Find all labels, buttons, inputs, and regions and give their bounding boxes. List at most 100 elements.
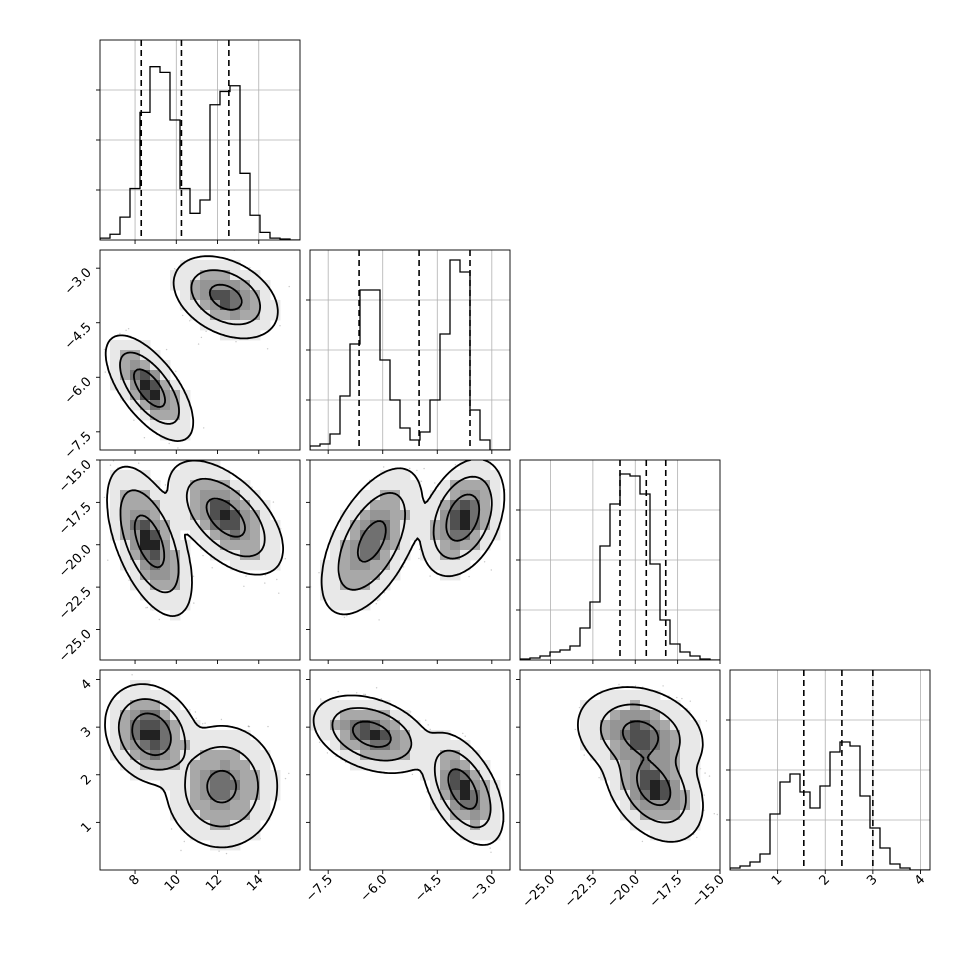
scatter-point [490, 569, 492, 571]
density-cell [360, 590, 371, 601]
density-cell [230, 730, 241, 741]
density-cell [440, 760, 451, 771]
density-cell [440, 510, 451, 521]
density-cell [120, 760, 131, 771]
density-cell [430, 560, 441, 571]
scatter-content [574, 683, 718, 843]
density-cell [140, 570, 151, 581]
density-cell [230, 490, 241, 501]
density-cell [590, 720, 601, 731]
density-cell [230, 520, 241, 531]
contour-line-0 [104, 255, 279, 442]
scatter-point [434, 482, 436, 484]
density-cell [180, 760, 191, 771]
x-tick-label-p2: −17.5 [647, 872, 686, 911]
density-cell [380, 510, 391, 521]
density-cell [240, 330, 251, 341]
scatter-point [689, 700, 691, 702]
density-cell [660, 740, 671, 751]
density-cell [170, 560, 181, 571]
density-cell [460, 770, 471, 781]
density-cell [170, 730, 181, 741]
density-cell [210, 810, 221, 821]
histogram-step [730, 741, 930, 870]
density-cell [460, 480, 471, 491]
density-cell [240, 510, 251, 521]
scatter-point [205, 330, 207, 332]
density-cell [170, 400, 181, 411]
density-cell [620, 760, 631, 771]
y-tick-label-p3: 2 [78, 772, 94, 788]
density-cell [200, 290, 211, 301]
density-cell [470, 750, 481, 761]
density-cell [170, 750, 181, 761]
scatter-point [189, 320, 191, 322]
scatter-point [318, 741, 321, 743]
density-cell [110, 530, 121, 541]
scatter-point [170, 828, 173, 830]
density-cell [450, 740, 461, 751]
density-cell [190, 520, 201, 531]
density-cell [190, 740, 201, 751]
density-cell [390, 750, 401, 761]
density-cell [490, 790, 501, 801]
scatter-point [266, 348, 269, 350]
scatter-panel-1-2 [306, 459, 511, 664]
density-cell [240, 560, 251, 571]
density-cell [260, 290, 271, 301]
density-cell [350, 530, 361, 541]
density-cell [210, 300, 221, 311]
density-cell [160, 760, 171, 771]
density-cell [380, 700, 391, 711]
density-cell [670, 810, 681, 821]
density-cell [190, 820, 201, 831]
density-cell [130, 570, 141, 581]
density-cell [440, 520, 451, 531]
histogram-content [730, 670, 930, 870]
density-cell [640, 720, 651, 731]
density-cell [630, 720, 641, 731]
density-cell [130, 700, 141, 711]
scatter-point [427, 724, 429, 726]
density-cell [140, 590, 151, 601]
scatter-point [343, 616, 346, 619]
density-cell [120, 360, 131, 371]
density-cell [490, 820, 501, 831]
density-cell [250, 770, 261, 781]
density-cell [480, 540, 491, 551]
density-cell [240, 740, 251, 751]
density-cell [490, 470, 501, 481]
density-cell [130, 490, 141, 501]
density-cell [450, 550, 461, 561]
density-cell [360, 500, 371, 511]
scatter-point [356, 692, 358, 694]
scatter-point [220, 718, 223, 721]
density-cell [170, 800, 181, 811]
density-cell [150, 740, 161, 751]
density-cell [610, 730, 621, 741]
density-cell [170, 550, 181, 561]
density-cell [400, 710, 411, 721]
density-cell [470, 470, 481, 481]
density-cell [470, 770, 481, 781]
scatter-point [490, 851, 492, 853]
scatter-panel-0-2 [96, 459, 301, 664]
density-cell [490, 510, 501, 521]
density-cell [170, 520, 181, 531]
density-cell [210, 470, 221, 481]
density-cell [200, 490, 211, 501]
density-cell [230, 740, 241, 751]
density-cell [450, 760, 461, 771]
scatter-point [145, 607, 147, 609]
density-cell [160, 750, 171, 761]
density-cell [370, 730, 381, 741]
density-cell [190, 500, 201, 511]
scatter-point [192, 575, 195, 577]
density-cell [380, 730, 391, 741]
density-cell [220, 470, 231, 481]
density-cell [330, 570, 341, 581]
density-cell [660, 730, 671, 741]
density-cell [480, 460, 491, 471]
density-cell [220, 790, 231, 801]
scatter-point [378, 619, 380, 621]
